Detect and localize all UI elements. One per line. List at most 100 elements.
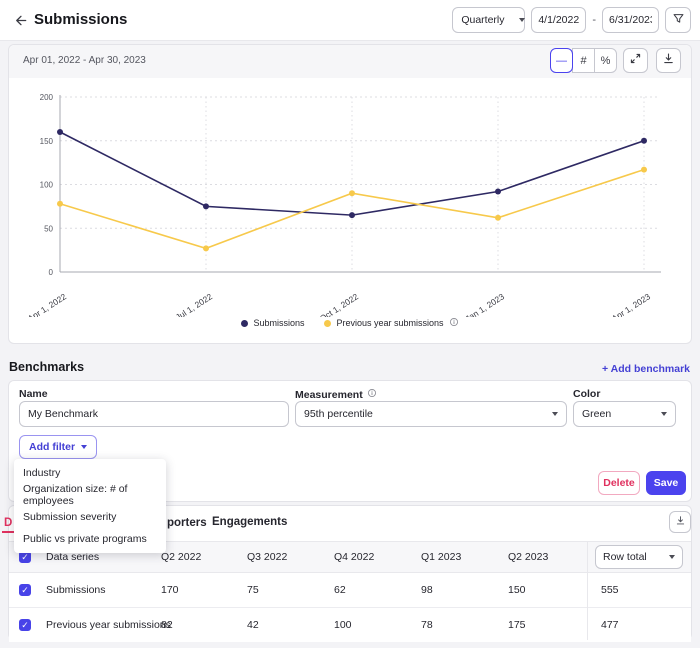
add-filter-label: Add filter (29, 441, 76, 453)
x-tick-label: Apr 1, 2023 (610, 291, 653, 317)
color-select[interactable]: Green (573, 401, 676, 427)
legend-item-previous-year: Previous year submissions (324, 317, 458, 329)
legend-dot-submissions (241, 319, 249, 327)
data-point (203, 245, 209, 252)
date-to-input[interactable] (602, 7, 659, 33)
y-tick-label: 50 (44, 224, 53, 233)
date-from-input[interactable] (531, 7, 587, 33)
measurement-select-value: 95th percentile (304, 408, 373, 420)
color-select-value: Green (582, 408, 612, 420)
data-point (349, 212, 355, 219)
chart-card: Apr 01, 2022 - Apr 30, 2023 — # % (8, 44, 692, 344)
top-header: Submissions Quarterly - (0, 0, 700, 41)
chevron-down-icon (81, 445, 88, 449)
cell-value: 98 (421, 584, 433, 596)
add-filter-button[interactable]: Add filter (19, 435, 98, 459)
cell-value: 42 (247, 619, 259, 631)
row-total-value: 477 (601, 619, 619, 631)
row-checkbox[interactable] (19, 619, 31, 631)
cell-value: 170 (161, 584, 179, 596)
data-point (203, 203, 209, 210)
period-select-value: Quarterly (461, 14, 505, 26)
y-tick-label: 0 (49, 268, 54, 277)
measurement-select[interactable]: 95th percentile (295, 401, 567, 427)
x-tick-label: Jan 1, 2023 (463, 291, 506, 317)
column-header: Q2 2023 (508, 551, 549, 563)
legend-dot-previous-year (324, 319, 332, 327)
period-select[interactable]: Quarterly (452, 7, 526, 33)
page-title: Submissions (34, 11, 128, 28)
y-tick-label: 150 (40, 137, 54, 146)
info-icon[interactable] (449, 317, 459, 329)
chart-mode-segmented-control: — # % (550, 48, 617, 73)
cell-value: 82 (161, 619, 173, 631)
chevron-down-icon (552, 412, 558, 416)
row-total-select-value: Row total (603, 551, 647, 563)
cell-value: 75 (247, 584, 259, 596)
info-icon[interactable] (367, 388, 377, 401)
cell-value: 78 (421, 619, 433, 631)
y-tick-label: 200 (40, 93, 54, 102)
column-header: Q3 2022 (247, 551, 288, 563)
chart-mode-count-button[interactable]: # (572, 48, 595, 73)
menu-item-organization-size[interactable]: Organization size: # of employees (23, 483, 128, 507)
column-header: Data series (46, 551, 100, 563)
chart-mode-percent-button[interactable]: % (594, 48, 617, 73)
chevron-down-icon (661, 412, 667, 416)
name-label: Name (19, 388, 48, 400)
expand-chart-button[interactable] (623, 48, 648, 73)
table-row: Submissions 170 75 62 98 150 555 (9, 573, 691, 607)
expand-icon (629, 52, 642, 70)
cell-value: 62 (334, 584, 346, 596)
download-icon (662, 52, 675, 70)
data-table-card: Data series Q2 2022 Q3 2022 Q4 2022 Q1 2… (8, 505, 692, 642)
cell-value: 100 (334, 619, 352, 631)
tab-data[interactable]: D (4, 517, 13, 529)
benchmark-name-input[interactable] (19, 401, 289, 427)
data-point (495, 188, 501, 195)
tab-engagements[interactable]: Engagements (212, 516, 288, 528)
chart-mode-raw-button[interactable]: — (550, 48, 573, 73)
data-point (57, 129, 63, 135)
data-point (57, 200, 63, 207)
menu-item-submission-severity[interactable]: Submission severity (23, 511, 117, 523)
data-point (349, 190, 355, 197)
funnel-icon (672, 12, 685, 28)
menu-item-industry[interactable]: Industry (23, 467, 61, 479)
row-total-value: 555 (601, 584, 619, 596)
filter-button[interactable] (665, 7, 691, 33)
column-header: Q1 2023 (421, 551, 462, 563)
legend-label: Previous year submissions (336, 318, 444, 328)
row-checkbox[interactable] (19, 584, 31, 596)
row-total-select[interactable]: Row total (595, 545, 683, 569)
line-chart: 0 50 100 150 200 Apr 1, 2022 Jul 1, 2022 Oct 1,… (26, 93, 661, 317)
add-benchmark-link[interactable]: + Add benchmark (601, 363, 690, 375)
chart-card-header: Apr 01, 2022 - Apr 30, 2023 — # % (9, 45, 691, 78)
chart-toolbar: — # % (550, 48, 681, 73)
download-table-button[interactable] (669, 511, 691, 533)
table-header-row: Data series Q2 2022 Q3 2022 Q4 2022 Q1 2… (9, 541, 691, 573)
menu-item-public-vs-private[interactable]: Public vs private programs (23, 533, 147, 545)
x-tick-label: Apr 1, 2022 (26, 291, 69, 317)
row-label: Submissions (46, 584, 106, 596)
delete-button[interactable]: Delete (598, 471, 640, 495)
column-header: Q4 2022 (334, 551, 375, 563)
download-chart-button[interactable] (656, 48, 681, 73)
chevron-down-icon (518, 18, 525, 22)
save-button[interactable]: Save (646, 471, 686, 495)
tab-reporters[interactable]: porters (167, 517, 207, 529)
add-filter-dropdown-menu: Industry Organization size: # of employe… (14, 459, 166, 553)
header-controls: Quarterly - (452, 7, 691, 33)
cell-value: 150 (508, 584, 526, 596)
x-tick-label: Oct 1, 2022 (318, 291, 361, 317)
back-arrow-icon[interactable] (10, 10, 30, 30)
measurement-label: Measurement (295, 388, 377, 401)
column-header: Q2 2022 (161, 551, 202, 563)
download-icon (675, 513, 686, 531)
table-column-divider (587, 541, 588, 640)
color-label: Color (573, 388, 601, 400)
active-tab-underline (2, 531, 15, 533)
cell-value: 175 (508, 619, 526, 631)
benchmarks-heading: Benchmarks (9, 360, 85, 374)
